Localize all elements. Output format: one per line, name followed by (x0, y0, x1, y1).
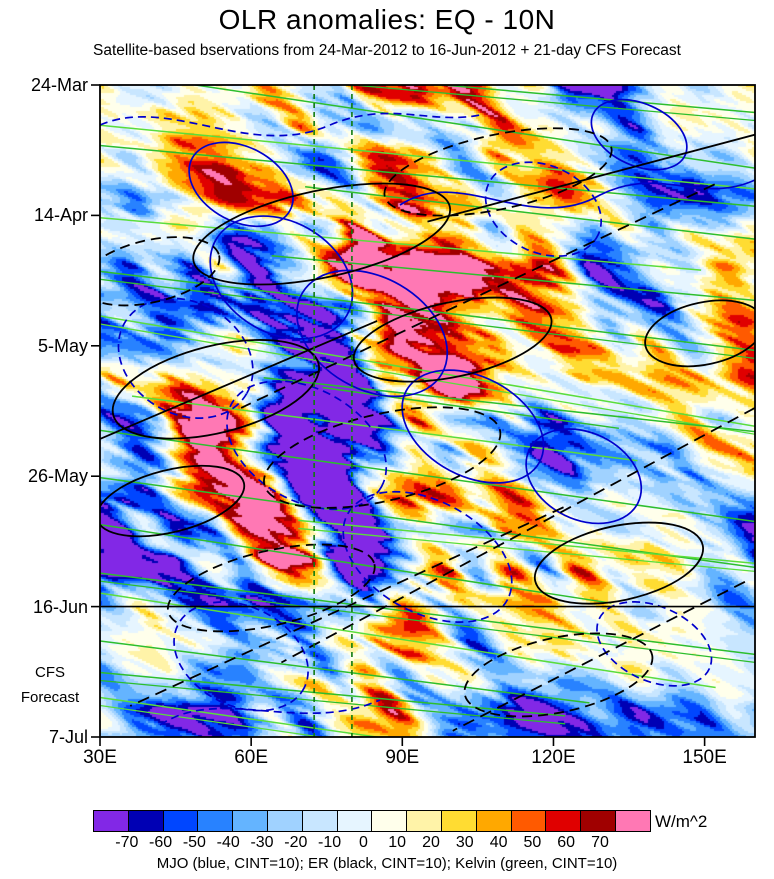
contour-ellipse (100, 236, 221, 307)
contour-ellipse (166, 543, 376, 633)
colorbar-tick-label: -40 (216, 834, 240, 851)
cfs-forecast-label: CFS Forecast (20, 664, 80, 706)
y-tick-label: 26-May (27, 466, 88, 487)
axis-line (100, 671, 566, 717)
colorbar-cell (337, 811, 373, 831)
y-tick-label: 7-Jul (48, 727, 88, 747)
contour-ellipse (533, 521, 705, 605)
colorbar-unit-label: W/m^2 (655, 812, 708, 831)
axis-line (131, 395, 638, 462)
colorbar (93, 810, 651, 832)
colorbar-tick-label: -10 (318, 834, 342, 851)
legend-caption: MJO (blue, CINT=10); ER (black, CINT=10)… (156, 855, 618, 872)
colorbar-tick-label: -30 (250, 834, 274, 851)
colorbar-tick-label: 10 (388, 834, 407, 851)
x-tick-label: 30E (83, 747, 117, 768)
colorbar-tick-label: -20 (284, 834, 308, 851)
colorbar-tick-label: 40 (489, 834, 508, 851)
x-tick-label: 90E (385, 747, 420, 768)
colorbar-cell (615, 811, 650, 831)
x-tick-label: 150E (682, 747, 727, 768)
colorbar-cell (546, 811, 582, 831)
colorbar-cell (476, 811, 512, 831)
colorbar-cell (198, 811, 234, 831)
plot-area (100, 85, 755, 737)
colorbar-cell (128, 811, 164, 831)
axis-line (100, 679, 566, 725)
axis-line (263, 377, 755, 433)
colorbar-tick-label: -70 (115, 834, 139, 851)
axis-line (100, 572, 755, 656)
colorbar-cell (511, 811, 547, 831)
contour-ellipse (352, 296, 553, 383)
axis-line (100, 270, 755, 352)
axis-line (100, 124, 755, 190)
colorbar-tick-label: 20 (422, 834, 440, 851)
chart-title: OLR anomalies: EQ - 10N (218, 4, 556, 35)
contour-path (100, 112, 481, 137)
axis-line (100, 580, 755, 663)
axis-line (427, 133, 755, 223)
x-tick-label: 120E (531, 747, 576, 768)
x-tick-label: 60E (234, 747, 269, 768)
axis-line (100, 315, 755, 428)
colorbar-cell (372, 811, 408, 831)
colorbar-cell (94, 811, 129, 831)
axis-line (100, 429, 755, 523)
colorbar-tick-label: 50 (523, 834, 542, 851)
colorbar-tick-label: 70 (591, 834, 609, 851)
colorbar-cell (302, 811, 338, 831)
axis-line (345, 85, 755, 122)
colorbar-tick-label: -50 (182, 834, 206, 851)
contour-ellipse (117, 297, 254, 419)
colorbar-cell (267, 811, 303, 831)
contour-ellipse (590, 98, 688, 171)
y-tick-label: 5-May (37, 335, 88, 356)
contour-ellipse (192, 182, 452, 286)
chart-subtitle: Satellite-based bservations from 24-Mar-… (92, 42, 681, 59)
colorbar-tick-label: 60 (557, 834, 576, 851)
axis-line (190, 85, 755, 169)
y-tick-label: 14-Apr (33, 205, 88, 226)
colorbar-cell (441, 811, 477, 831)
colorbar-cell (407, 811, 442, 831)
colorbar-cell (233, 811, 268, 831)
y-tick-label: 16-Jun (32, 596, 88, 617)
axis-line (298, 519, 755, 565)
y-tick-label: 24-Mar (30, 75, 88, 95)
contour-ellipse (209, 215, 354, 340)
colorbar-tick-label: 0 (358, 834, 368, 851)
wave-contour-overlay (100, 85, 755, 737)
contour-ellipse (100, 464, 246, 538)
colorbar-cell (581, 811, 616, 831)
axis-line (100, 640, 590, 704)
colorbar-tick-label: 30 (455, 834, 474, 851)
contour-ellipse (644, 299, 755, 368)
contour-ellipse (525, 428, 643, 525)
colorbar-cell (163, 811, 199, 831)
axis-line (100, 216, 702, 271)
colorbar-tick-label: -60 (149, 834, 173, 851)
